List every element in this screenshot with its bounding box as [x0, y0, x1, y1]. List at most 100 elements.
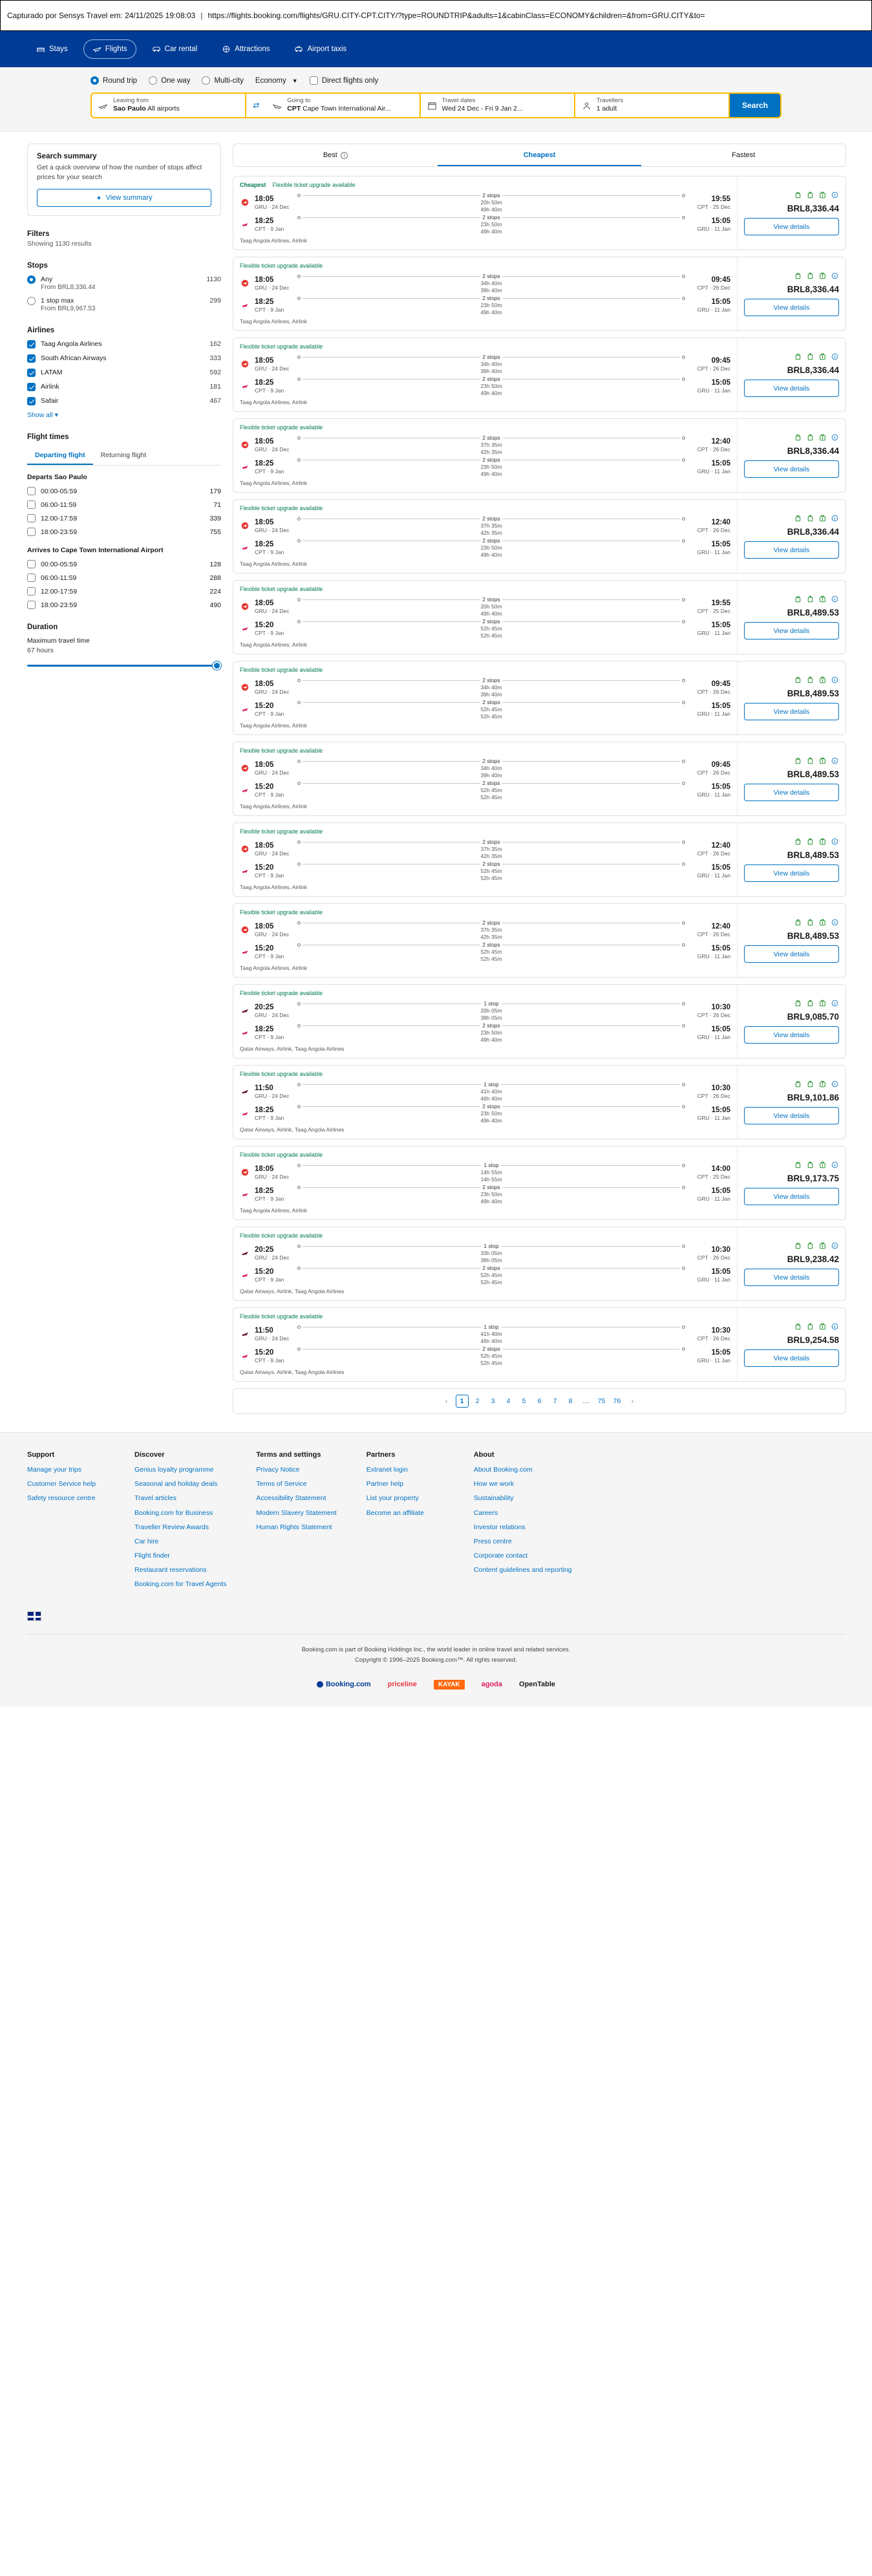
trip-type-round-trip[interactable]: Round trip	[90, 76, 137, 85]
view-details-button[interactable]: View details	[744, 1107, 839, 1124]
sort-tab-cheapest[interactable]: Cheapest	[438, 144, 642, 166]
sort-tab-best[interactable]: Best i	[233, 144, 438, 166]
checkbox-icon[interactable]	[27, 500, 36, 510]
flight-result-card[interactable]: Flexible ticket upgrade available 18:05 GR…	[233, 580, 846, 654]
footer-link[interactable]: Privacy Notice	[256, 1466, 300, 1474]
flight-result-card[interactable]: Flexible ticket upgrade available 11:50 GR…	[233, 1307, 846, 1382]
slider-knob[interactable]	[213, 661, 221, 671]
swap-airports-button[interactable]: ⇄	[246, 94, 266, 117]
stops-option-any[interactable]: Any From BRL8,336.44 1130	[27, 275, 221, 291]
radio-icon[interactable]	[90, 76, 99, 85]
footer-link[interactable]: Extranet login	[366, 1466, 408, 1474]
brand-opentable[interactable]: OpenTable	[519, 1680, 556, 1689]
footer-link[interactable]: Manage your trips	[27, 1466, 82, 1474]
footer-link[interactable]: Booking.com for Business	[134, 1508, 213, 1517]
footer-link[interactable]: Content guidelines and reporting	[473, 1566, 572, 1574]
nav-tab-attractions[interactable]: Attractions	[213, 39, 279, 59]
cabin-class-select[interactable]: Economy ▼	[255, 77, 298, 85]
flight-result-card[interactable]: Flexible ticket upgrade available 18:05 GR…	[233, 338, 846, 412]
pagination-page-3[interactable]: 3	[491, 1397, 495, 1405]
footer-link[interactable]: Partner help	[366, 1480, 403, 1488]
checkbox-icon[interactable]	[27, 487, 36, 496]
radio-icon[interactable]	[202, 76, 211, 85]
footer-link[interactable]: About Booking.com	[473, 1466, 533, 1474]
view-details-button[interactable]: View details	[744, 1349, 839, 1367]
footer-link[interactable]: Investor relations	[473, 1523, 526, 1531]
pagination-page-7[interactable]: 7	[553, 1397, 557, 1405]
flight-result-card[interactable]: Flexible ticket upgrade available 18:05 GR…	[233, 822, 846, 897]
view-details-button[interactable]: View details	[744, 541, 839, 559]
flight-result-card[interactable]: Flexible ticket upgrade available 11:50 GR…	[233, 1065, 846, 1139]
checkbox-icon[interactable]	[27, 354, 36, 363]
checkbox-icon[interactable]	[27, 340, 36, 349]
view-summary-button[interactable]: ✦ View summary	[37, 189, 211, 208]
flight-result-card[interactable]: Flexible ticket upgrade available 18:05 GR…	[233, 418, 846, 493]
brand-kayak[interactable]: KAYAK	[433, 1679, 465, 1690]
view-details-button[interactable]: View details	[744, 299, 839, 316]
arrive-time-slot[interactable]: 18:00-23:59 490	[27, 601, 221, 610]
view-details-button[interactable]: View details	[744, 1026, 839, 1044]
view-details-button[interactable]: View details	[744, 864, 839, 882]
footer-link[interactable]: Customer Service help	[27, 1480, 96, 1488]
flight-result-card[interactable]: Flexible ticket upgrade available 18:05 GR…	[233, 742, 846, 816]
radio-icon[interactable]	[27, 297, 36, 306]
footer-link[interactable]: Modern Slavery Statement	[256, 1508, 337, 1517]
footer-link[interactable]: List your property	[366, 1494, 419, 1503]
view-details-button[interactable]: View details	[744, 1188, 839, 1205]
footer-link[interactable]: Flight finder	[134, 1552, 170, 1560]
footer-link[interactable]: Seasonal and holiday deals	[134, 1480, 218, 1488]
flight-result-card[interactable]: Flexible ticket upgrade available 20:25 GR…	[233, 984, 846, 1058]
destination-input[interactable]: Going to CPT Cape Town International Air…	[266, 94, 420, 117]
pagination-prev[interactable]: ‹	[445, 1397, 448, 1405]
brand-agoda[interactable]: agoda	[481, 1680, 503, 1689]
footer-link[interactable]: Car hire	[134, 1537, 159, 1545]
footer-link[interactable]: Press centre	[473, 1537, 512, 1545]
footer-link[interactable]: Booking.com for Travel Agents	[134, 1580, 227, 1589]
pagination-page-8[interactable]: 8	[568, 1397, 573, 1405]
search-button[interactable]: Search	[730, 94, 780, 117]
flight-result-card[interactable]: Flexible ticket upgrade available 18:05 GR…	[233, 903, 846, 978]
depart-time-slot[interactable]: 06:00-11:59 71	[27, 500, 221, 510]
checkbox-icon[interactable]	[27, 383, 36, 392]
arrive-time-slot[interactable]: 12:00-17:59 224	[27, 587, 221, 596]
pagination-page-76[interactable]: 76	[613, 1397, 621, 1405]
radio-icon[interactable]	[149, 76, 158, 85]
footer-link[interactable]: How we work	[473, 1480, 515, 1488]
footer-link[interactable]: Traveller Review Awards	[134, 1523, 209, 1531]
nav-tab-flights[interactable]: Flights	[83, 39, 136, 59]
flight-result-card[interactable]: Flexible ticket upgrade available 18:05 GR…	[233, 661, 846, 735]
nav-tab-car-rental[interactable]: Car rental	[143, 39, 207, 59]
tab-departing-flight[interactable]: Departing flight	[27, 447, 93, 466]
language-flag-icon[interactable]	[27, 1611, 41, 1621]
brand-priceline[interactable]: priceline	[387, 1680, 417, 1689]
footer-link[interactable]: Genius loyalty programme	[134, 1466, 214, 1474]
flight-result-card[interactable]: Cheapest Flexible ticket upgrade availabl…	[233, 176, 846, 250]
footer-link[interactable]: Travel articles	[134, 1494, 176, 1503]
show-all-airlines-button[interactable]: Show all ▾	[27, 411, 221, 419]
duration-slider[interactable]	[27, 661, 221, 671]
direct-flights-only-checkbox[interactable]: Direct flights only	[309, 76, 378, 85]
checkbox-icon[interactable]	[27, 397, 36, 406]
nav-tab-airport-taxis[interactable]: Airport taxis	[285, 39, 356, 59]
view-details-button[interactable]: View details	[744, 784, 839, 801]
pagination-page-6[interactable]: 6	[537, 1397, 542, 1405]
view-details-button[interactable]: View details	[744, 460, 839, 478]
arrive-time-slot[interactable]: 00:00-05:59 128	[27, 560, 221, 569]
view-details-button[interactable]: View details	[744, 622, 839, 639]
depart-time-slot[interactable]: 12:00-17:59 339	[27, 514, 221, 523]
radio-icon[interactable]	[27, 275, 36, 284]
travel-dates-input[interactable]: Travel dates Wed 24 Dec - Fri 9 Jan 2...	[420, 94, 574, 117]
nav-tab-stays[interactable]: Stays	[27, 39, 77, 59]
pagination-page-4[interactable]: 4	[506, 1397, 511, 1405]
depart-time-slot[interactable]: 00:00-05:59 179	[27, 487, 221, 496]
checkbox-icon[interactable]	[27, 574, 36, 583]
footer-link[interactable]: Restaurant reservations	[134, 1566, 207, 1574]
airline-option[interactable]: Safair 467	[27, 397, 221, 406]
footer-link[interactable]: Careers	[473, 1508, 498, 1517]
view-details-button[interactable]: View details	[744, 703, 839, 720]
origin-input[interactable]: Leaving from Sao Paulo All airports	[92, 94, 246, 117]
trip-type-one-way[interactable]: One way	[149, 76, 190, 85]
footer-link[interactable]: Human Rights Statement	[256, 1523, 332, 1531]
airline-option[interactable]: Airlink 181	[27, 383, 221, 392]
flight-result-card[interactable]: Flexible ticket upgrade available 20:25 GR…	[233, 1227, 846, 1301]
